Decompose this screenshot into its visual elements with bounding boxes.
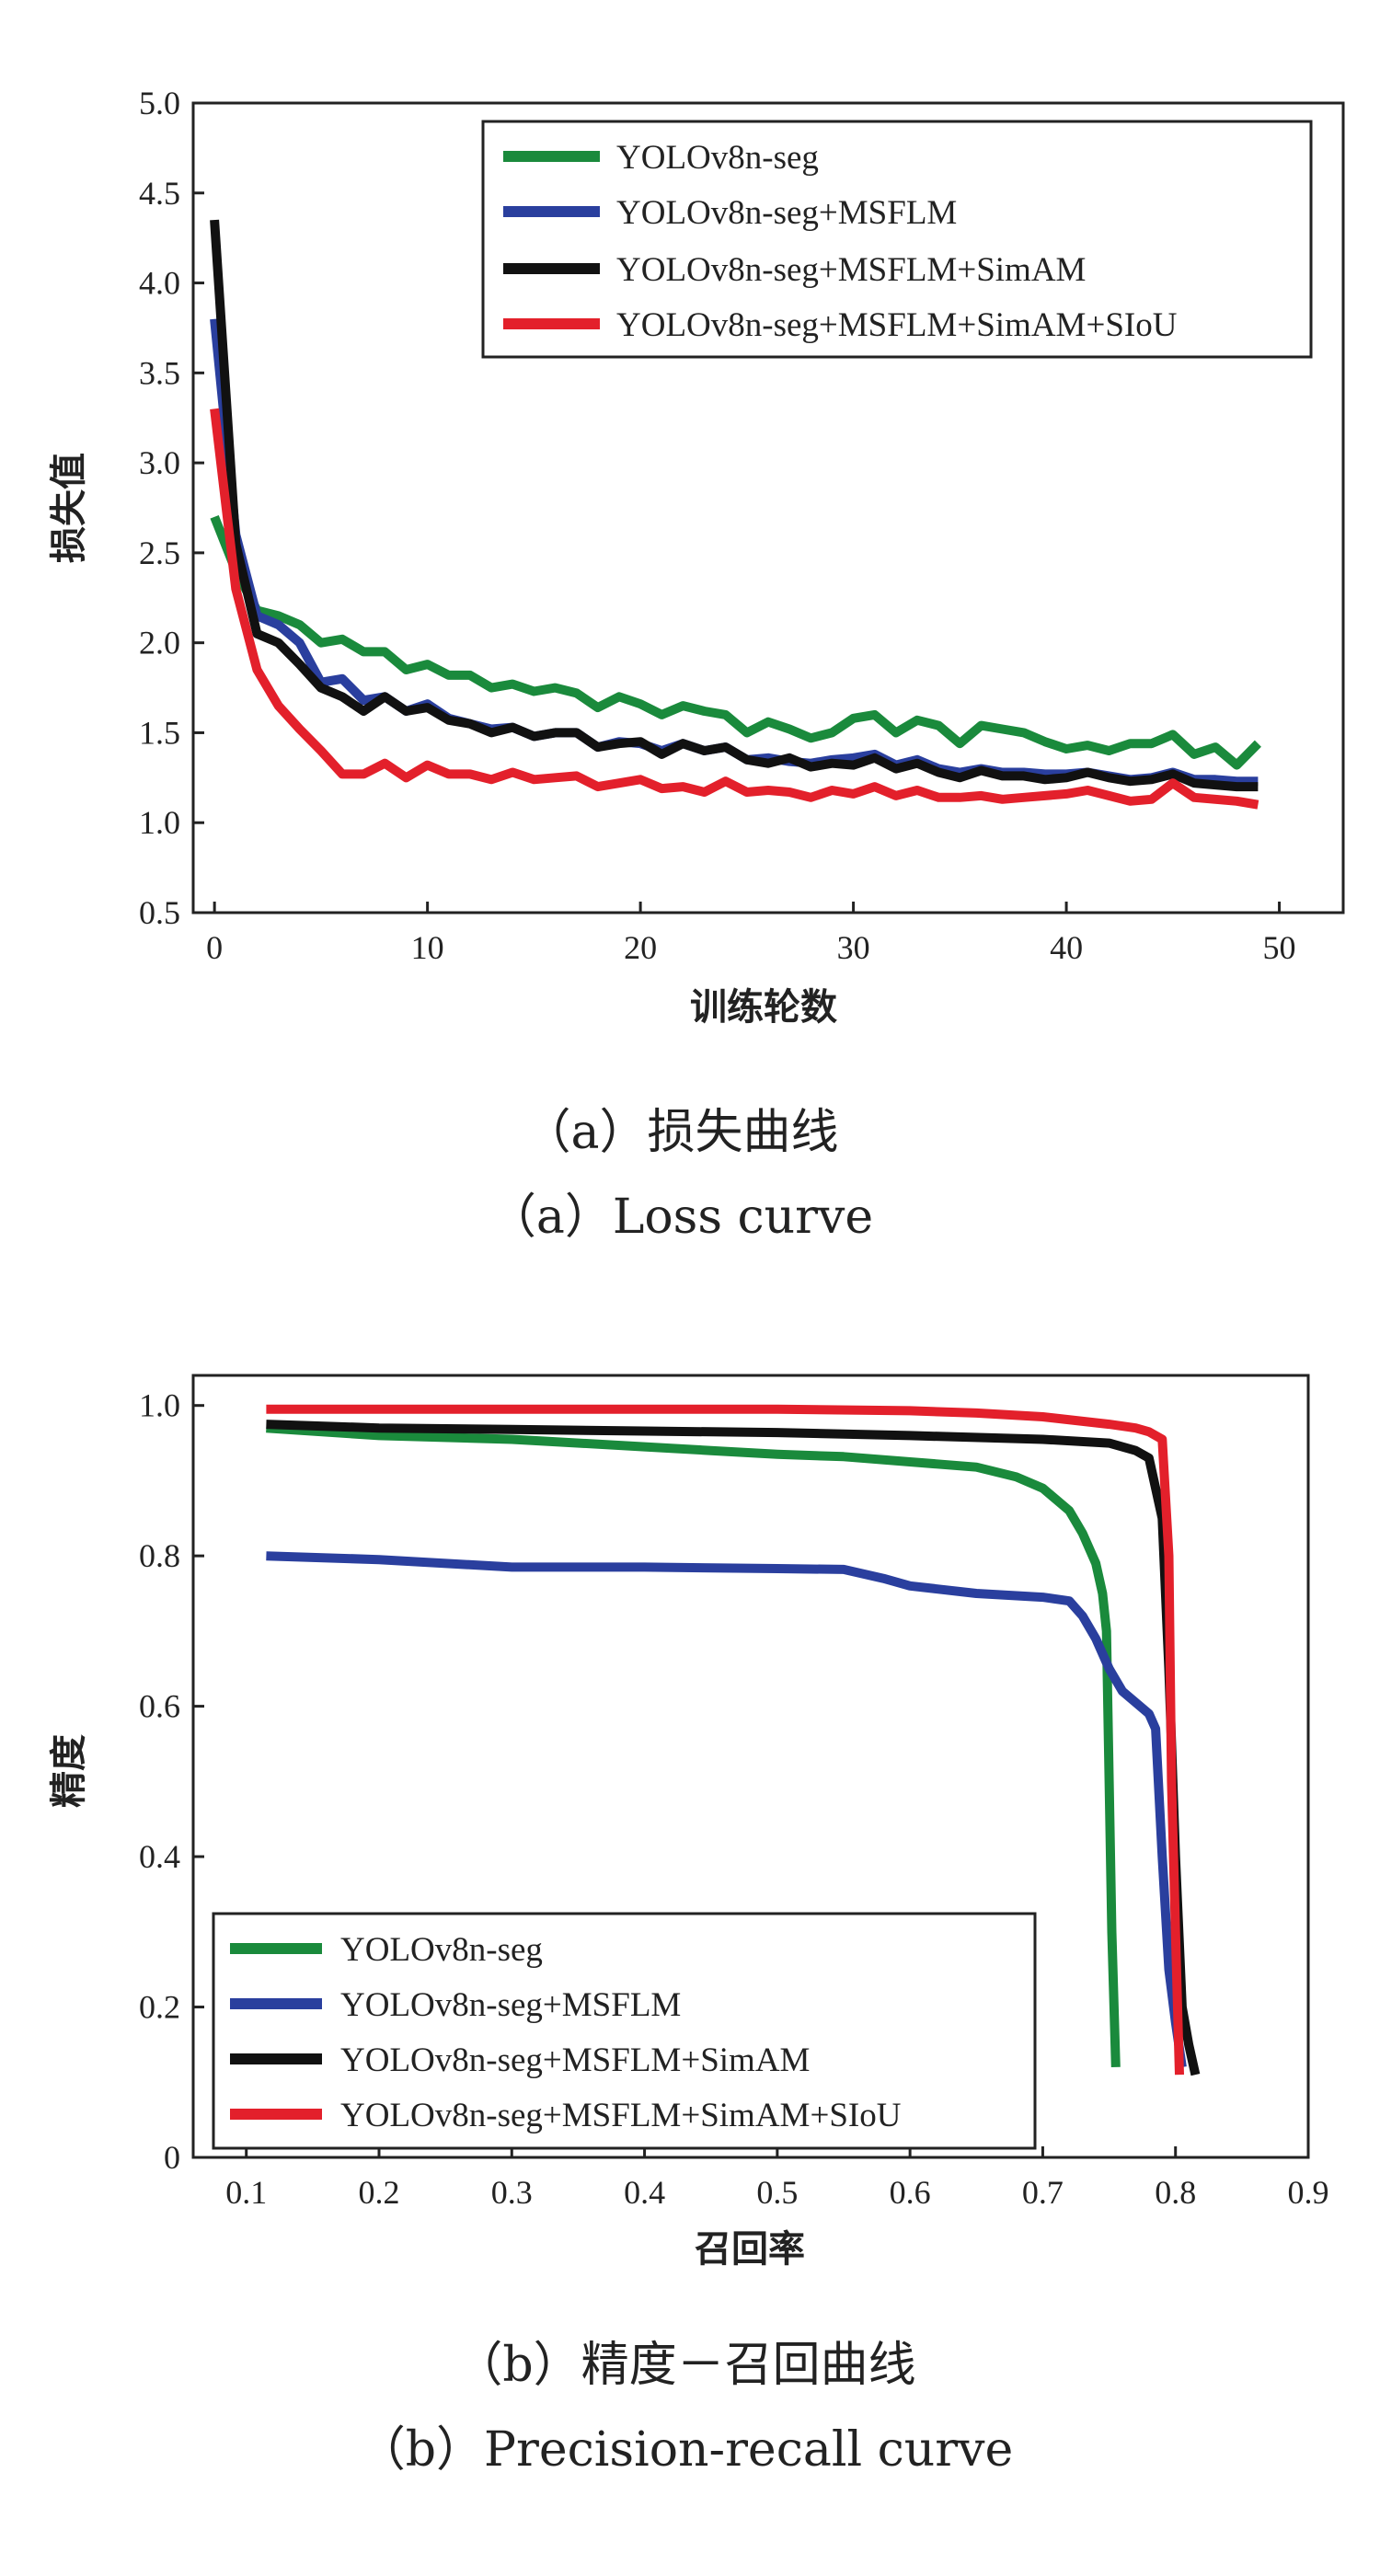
loss-xtick-label: 50 bbox=[1263, 929, 1296, 966]
loss-series-lines bbox=[210, 219, 1261, 810]
pr-xtick-label: 0.6 bbox=[890, 2174, 931, 2211]
pr-xtick-label: 0.7 bbox=[1022, 2174, 1064, 2211]
loss-ytick-label: 3.0 bbox=[139, 444, 180, 481]
loss-legend: YOLOv8n-seg YOLOv8n-seg+MSFLM YOLOv8n-se… bbox=[481, 120, 1313, 359]
loss-ytick-label: 0.5 bbox=[139, 894, 180, 931]
pr-xtick-label: 0.5 bbox=[756, 2174, 798, 2211]
loss-series-line-2 bbox=[210, 219, 1259, 792]
loss-ytick-label: 3.5 bbox=[139, 354, 180, 391]
pr-xtick-label: 0.1 bbox=[225, 2174, 267, 2211]
pr-xtick-label: 0.9 bbox=[1288, 2174, 1329, 2211]
pr-legend: YOLOv8n-seg YOLOv8n-seg+MSFLM YOLOv8n-se… bbox=[212, 1912, 1037, 2150]
loss-chart: 0.5 1.0 1.5 2.0 2.5 3.0 3.5 4.0 4.5 5.0 0 10 20 30 40… bbox=[48, 85, 1345, 1245]
pr-series-line-3 bbox=[266, 1404, 1184, 2076]
pr-series-line-1 bbox=[266, 1551, 1187, 2068]
loss-xtick-label: 30 bbox=[837, 929, 870, 966]
loss-plot-frame bbox=[191, 101, 1345, 914]
pr-xtick-label: 0.4 bbox=[624, 2174, 665, 2211]
pr-caption-cn: （b）精度－召回曲线 bbox=[454, 2338, 915, 2393]
loss-legend-label-2: YOLOv8n-seg+MSFLM+SimAM bbox=[616, 251, 1086, 289]
loss-ytick-label: 2.0 bbox=[139, 625, 180, 661]
pr-ytick-label: 1.0 bbox=[139, 1387, 180, 1424]
loss-series-line-3 bbox=[210, 408, 1259, 810]
pr-series-line-0 bbox=[266, 1423, 1121, 2068]
loss-ytick-label: 4.0 bbox=[139, 265, 180, 302]
pr-chart: 00.20.40.60.81.0 0.1 0.2 0.3 0.4 0.5 0.6 0.7 0.… bbox=[48, 1374, 1329, 2478]
loss-legend-label-1: YOLOv8n-seg+MSFLM bbox=[616, 194, 957, 232]
pr-caption-en: （b）Precision-recall curve bbox=[358, 2422, 1014, 2478]
loss-series-line-0 bbox=[210, 514, 1261, 770]
loss-legend-box bbox=[481, 120, 1313, 359]
loss-ytick-label: 5.0 bbox=[139, 85, 180, 121]
loss-xtick-label: 10 bbox=[411, 929, 444, 966]
pr-legend-box bbox=[212, 1912, 1037, 2150]
loss-ytick-label: 1.5 bbox=[139, 714, 180, 751]
loss-ytick-label: 2.5 bbox=[139, 535, 180, 571]
loss-legend-label-0: YOLOv8n-seg bbox=[616, 139, 819, 177]
loss-xtick-label: 0 bbox=[206, 929, 223, 966]
pr-ytick-label: 0.4 bbox=[139, 1838, 180, 1875]
loss-series-line-1 bbox=[210, 318, 1259, 787]
pr-legend-label-0: YOLOv8n-seg bbox=[340, 1931, 543, 1969]
pr-ytick-label: 0 bbox=[164, 2139, 180, 2176]
loss-xlabel: 训练轮数 bbox=[690, 986, 837, 1029]
pr-ylabel: 精度 bbox=[48, 1734, 90, 1808]
pr-series-lines bbox=[266, 1404, 1201, 2076]
pr-legend-label-1: YOLOv8n-seg+MSFLM bbox=[340, 1986, 681, 2024]
pr-x-ticks: 0.1 0.2 0.3 0.4 0.5 0.6 0.7 0.8 0.9 bbox=[225, 2146, 1329, 2211]
loss-y-ticks: 0.5 1.0 1.5 2.0 2.5 3.0 3.5 4.0 4.5 5.0 bbox=[139, 85, 204, 931]
loss-caption-cn: （a）损失曲线 bbox=[523, 1105, 838, 1160]
loss-legend-label-3: YOLOv8n-seg+MSFLM+SimAM+SIoU bbox=[616, 306, 1177, 344]
pr-xlabel: 召回率 bbox=[695, 2228, 805, 2271]
pr-ytick-label: 0.6 bbox=[139, 1688, 180, 1725]
pr-ytick-label: 0.8 bbox=[139, 1537, 180, 1574]
loss-caption-en: （a）Loss curve bbox=[489, 1190, 873, 1245]
pr-plot-frame bbox=[191, 1374, 1310, 2159]
loss-ytick-label: 4.5 bbox=[139, 175, 180, 212]
pr-xtick-label: 0.8 bbox=[1155, 2174, 1196, 2211]
loss-xtick-label: 20 bbox=[624, 929, 657, 966]
loss-xtick-label: 40 bbox=[1050, 929, 1083, 966]
pr-y-ticks: 0 0.2 0.4 0.6 0.8 1.0 bbox=[139, 1387, 204, 2176]
pr-legend-label-2: YOLOv8n-seg+MSFLM+SimAM bbox=[340, 2041, 810, 2079]
loss-x-ticks: 0 10 20 30 40 50 bbox=[206, 902, 1296, 966]
loss-ylabel: 损失值 bbox=[48, 453, 90, 563]
pr-xtick-label: 0.2 bbox=[359, 2174, 400, 2211]
pr-xtick-label: 0.3 bbox=[491, 2174, 533, 2211]
pr-legend-label-3: YOLOv8n-seg+MSFLM+SimAM+SIoU bbox=[340, 2097, 901, 2134]
loss-ytick-label: 1.0 bbox=[139, 804, 180, 841]
pr-ytick-label: 0.2 bbox=[139, 1989, 180, 2026]
